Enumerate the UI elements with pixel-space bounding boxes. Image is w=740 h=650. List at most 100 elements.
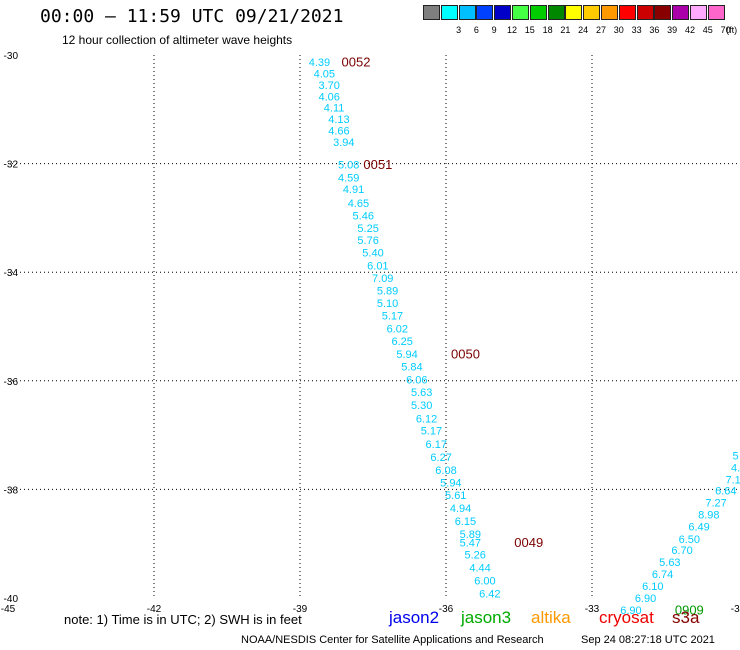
swh-value: 5.17 [382, 311, 403, 323]
legend-swatch [547, 5, 565, 20]
swh-value: 4.11 [324, 103, 345, 115]
swh-value: 5.63 [411, 387, 432, 399]
swh-value: 4.44 [469, 563, 490, 575]
legend-label: 36 [649, 25, 660, 35]
swh-value: 5.10 [377, 298, 398, 310]
swh-value: 6.01 [367, 261, 388, 273]
swh-value: 5.89 [460, 529, 481, 541]
swh-value: 4.39 [309, 57, 330, 69]
swh-value: 6.00 [474, 576, 495, 588]
legend-swatch [601, 5, 618, 20]
legend-label: 3 [456, 25, 462, 35]
legend-swatch [654, 5, 672, 20]
swh-value: 6.10 [642, 581, 663, 593]
legend-swatch [672, 5, 690, 20]
swh-value: 3.70 [318, 80, 339, 92]
swh-value: 5.26 [464, 550, 485, 562]
swh-value: 6.02 [387, 324, 408, 336]
lon-tick-label: -45 [1, 604, 16, 615]
swh-value: 4.59 [338, 173, 359, 185]
swh-value: 6.90 [620, 605, 641, 617]
legend-swatch [529, 5, 547, 20]
swh-value: 6.17 [426, 439, 447, 451]
swh-value: 5.94 [440, 477, 461, 489]
pass-time-label: 0050 [451, 347, 480, 362]
legend-swatch [494, 5, 512, 20]
swh-value: 5.25 [357, 223, 378, 235]
legend-label: 21 [560, 25, 571, 35]
swh-value: 6.49 [688, 521, 709, 533]
swh-value: 6.12 [416, 413, 437, 425]
legend-label: 15 [524, 25, 535, 35]
lon-tick-label: -33 [585, 604, 600, 615]
swh-value: 4.13 [328, 114, 349, 126]
swh-value: 5.30 [411, 400, 432, 412]
legend-swatch [458, 5, 476, 20]
swh-value: 4.94 [450, 503, 471, 515]
swh-value: 7.27 [705, 497, 726, 509]
legend-label: 27 [595, 25, 607, 35]
lat-tick-label: -40 [4, 594, 19, 605]
sat-label-jason2: jason2 [389, 608, 440, 627]
lon-tick-label: -39 [293, 604, 308, 615]
legend-label: 39 [667, 25, 678, 35]
swh-value: 5.61 [445, 490, 466, 502]
swh-value: 5.40 [362, 248, 383, 260]
swh-value: 6.74 [652, 569, 673, 581]
legend-swatch [423, 5, 440, 20]
sat-label-cryosat: cryosat [599, 608, 654, 627]
swh-value: 6.15 [455, 516, 476, 528]
swh-value: 5.94 [396, 349, 417, 361]
legend-label: 18 [542, 25, 553, 35]
swh-value: 7.09 [372, 273, 393, 285]
pass-time-label: 0049 [514, 535, 543, 550]
lat-tick-label: -34 [4, 268, 19, 279]
pass-time-label: 0909 [675, 602, 704, 617]
legend-swatch [476, 5, 494, 20]
swh-value: 5.08 [338, 160, 359, 172]
swh-value: 6.27 [430, 452, 451, 464]
swh-value: 6.06 [406, 375, 427, 387]
legend-label: 6 [473, 25, 479, 35]
legend-swatch [618, 5, 636, 20]
map-subtitle: 12 hour collection of altimeter wave hei… [62, 33, 293, 47]
swh-value: 5.47 [460, 538, 481, 550]
legend-label: 30 [613, 25, 624, 35]
legend-label: 24 [578, 25, 589, 35]
generated-timestamp: Sep 24 08:27:18 UTC 2021 [581, 634, 715, 646]
lat-tick-label: -30 [4, 51, 19, 62]
swh-value: 6.25 [391, 336, 412, 348]
swh-value: 5.84 [401, 362, 422, 374]
map-title: 00:00 – 11:59 UTC 09/21/2021 [40, 6, 344, 27]
legend-swatch [583, 5, 601, 20]
swh-value: 5 [733, 451, 739, 463]
legend-label: 12 [506, 25, 518, 35]
swh-value: 5.17 [421, 426, 442, 438]
legend-unit: (ft) [726, 25, 738, 35]
swh-value: 8.98 [698, 509, 719, 521]
lon-tick-label: -42 [147, 604, 162, 615]
units-note: note: 1) Time is in UTC; 2) SWH is in fe… [64, 612, 302, 627]
legend-label: 9 [491, 25, 497, 35]
swh-value: 4. [731, 463, 740, 475]
swh-value: 6.42 [479, 589, 500, 601]
swh-value: 4.06 [318, 91, 339, 103]
swh-value: 4.65 [348, 198, 369, 210]
lon-tick-label: -30 [731, 604, 740, 615]
swh-value: 6.50 [679, 534, 700, 546]
legend-swatch [636, 5, 654, 20]
swh-value: 3.94 [333, 137, 354, 149]
swh-value: 4.05 [314, 68, 335, 80]
lat-tick-label: -38 [4, 485, 19, 496]
pass-time-label: 0052 [342, 55, 371, 70]
legend-swatch [512, 5, 529, 20]
legend-label: 33 [631, 25, 642, 35]
swh-value: 7.1 [725, 475, 740, 487]
swh-value: 6.08 [435, 465, 456, 477]
legend-label: 45 [702, 25, 713, 35]
credit-line: NOAA/NESDIS Center for Satellite Applica… [241, 634, 544, 646]
swh-value: 5.89 [377, 286, 398, 298]
sat-label-s3a: s3a [672, 608, 700, 627]
legend-label: 70 [720, 25, 731, 35]
